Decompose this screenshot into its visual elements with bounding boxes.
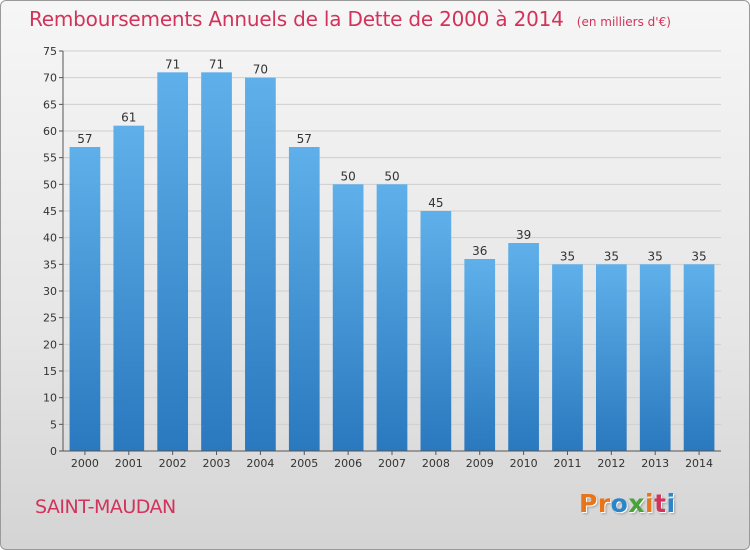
x-tick-label: 2002: [159, 457, 187, 470]
y-tick-label: 20: [43, 338, 57, 351]
data-label-2011: 35: [560, 249, 575, 263]
data-label-2007: 50: [384, 169, 399, 183]
commune-name: SAINT-MAUDAN: [35, 496, 176, 518]
chart-title: Remboursements Annuels de la Dette de 20…: [29, 7, 564, 31]
data-label-2008: 45: [428, 196, 443, 210]
bar-2006: [332, 184, 364, 452]
data-label-2003: 71: [209, 57, 224, 71]
title-row: Remboursements Annuels de la Dette de 20…: [29, 7, 671, 31]
y-tick-label: 35: [43, 258, 57, 271]
y-tick-label: 65: [43, 98, 57, 111]
bar-2000: [69, 147, 101, 451]
bar-2008: [420, 211, 452, 451]
bar-2014: [683, 264, 715, 451]
data-label-2000: 57: [77, 132, 92, 146]
y-tick-label: 10: [43, 392, 57, 405]
x-tick-label: 2006: [334, 457, 362, 470]
data-label-2002: 71: [165, 57, 180, 71]
bar-2013: [639, 264, 671, 451]
x-tick-label: 2000: [71, 457, 99, 470]
data-label-2012: 35: [604, 249, 619, 263]
y-tick-label: 55: [43, 152, 57, 165]
data-label-2006: 50: [340, 169, 355, 183]
x-tick-label: 2003: [203, 457, 231, 470]
x-tick-label: 2004: [246, 457, 274, 470]
x-tick-label: 2010: [510, 457, 538, 470]
x-tick-label: 2012: [597, 457, 625, 470]
bar-2002: [157, 72, 189, 451]
y-tick-label: 5: [50, 418, 57, 431]
y-tick-label: 60: [43, 125, 57, 138]
y-tick-label: 40: [43, 232, 57, 245]
x-tick-label: 2008: [422, 457, 450, 470]
y-tick-label: 70: [43, 72, 57, 85]
axes: 0 5 10 15 20 25 30 35 40 45 50 55 60 65 70 75 2000 2001 20…: [43, 45, 721, 470]
x-tick-label: 2014: [685, 457, 713, 470]
bars: 57 61 71 71 70 57 50 50 45 36 39 35 35 35 35: [69, 57, 715, 452]
x-tick-label: 2009: [466, 457, 494, 470]
bar-2012: [595, 264, 627, 451]
data-label-2004: 70: [253, 63, 268, 77]
bar-2007: [376, 184, 408, 452]
y-tick-label: 0: [50, 445, 57, 458]
chart-unit: (en milliers d'€): [576, 15, 671, 29]
data-label-2001: 61: [121, 111, 136, 125]
x-tick-label: 2005: [290, 457, 318, 470]
data-label-2014: 35: [691, 249, 706, 263]
y-tick-label: 75: [43, 45, 57, 58]
x-tick-label: 2013: [641, 457, 669, 470]
data-label-2010: 39: [516, 228, 531, 242]
bar-2009: [464, 259, 496, 451]
y-tick-label: 45: [43, 205, 57, 218]
proxiti-logo: Proxiti: [579, 489, 676, 518]
y-tick-label: 25: [43, 312, 57, 325]
x-tick-label: 2001: [115, 457, 143, 470]
data-label-2013: 35: [648, 249, 663, 263]
bar-2010: [508, 243, 539, 451]
y-tick-label: 30: [43, 285, 57, 298]
y-tick-label: 50: [43, 178, 57, 191]
x-tick-label: 2007: [378, 457, 406, 470]
bar-2004: [245, 77, 276, 452]
data-label-2005: 57: [297, 132, 312, 146]
bar-2001: [113, 125, 145, 452]
y-tick-label: 15: [43, 365, 57, 378]
bar-2005: [288, 147, 320, 451]
x-tick-label: 2011: [553, 457, 581, 470]
bar-2003: [201, 72, 232, 451]
data-label-2009: 36: [472, 244, 487, 258]
bar-2011: [552, 264, 583, 451]
